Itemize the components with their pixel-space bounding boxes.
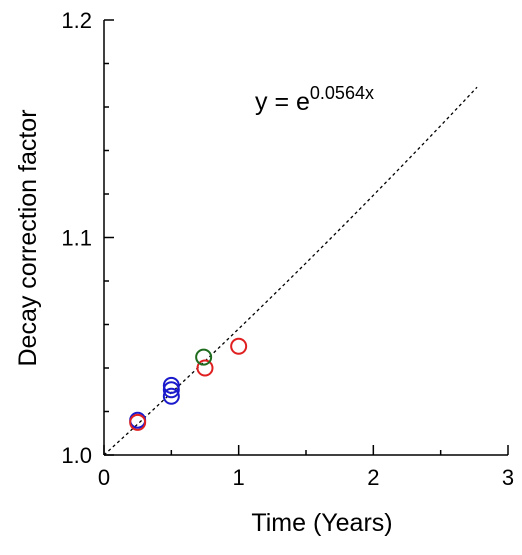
data-point-series-2 xyxy=(196,359,214,377)
fit-line-layer xyxy=(103,86,478,456)
ticks-layer: 0 1 2 3 1.0 1.1 1.2 xyxy=(61,8,514,490)
y-tick-label: 1.0 xyxy=(61,443,92,468)
fit-curve xyxy=(103,86,478,456)
y-axis-title: Decay correction factor xyxy=(14,109,42,366)
data-point-series-2 xyxy=(230,337,248,355)
x-tick-label: 3 xyxy=(502,465,514,490)
data-points-layer xyxy=(129,337,248,431)
data-point-series-1 xyxy=(162,387,180,405)
y-tick-label: 1.2 xyxy=(61,8,92,33)
data-point-series-1 xyxy=(162,381,180,399)
data-point-series-1 xyxy=(162,376,180,394)
fit-equation: y = e0.0564x xyxy=(255,83,374,116)
x-tick-label: 0 xyxy=(98,465,110,490)
fit-equation-base: y = e xyxy=(255,88,310,116)
data-point-series-2 xyxy=(129,413,147,431)
x-tick-label: 1 xyxy=(233,465,245,490)
data-point-series-3 xyxy=(195,348,213,366)
fit-equation-exponent: 0.0564x xyxy=(310,83,374,103)
x-tick-label: 2 xyxy=(367,465,379,490)
x-axis-title: Time (Years) xyxy=(251,509,392,537)
y-tick-label: 1.1 xyxy=(61,226,92,251)
